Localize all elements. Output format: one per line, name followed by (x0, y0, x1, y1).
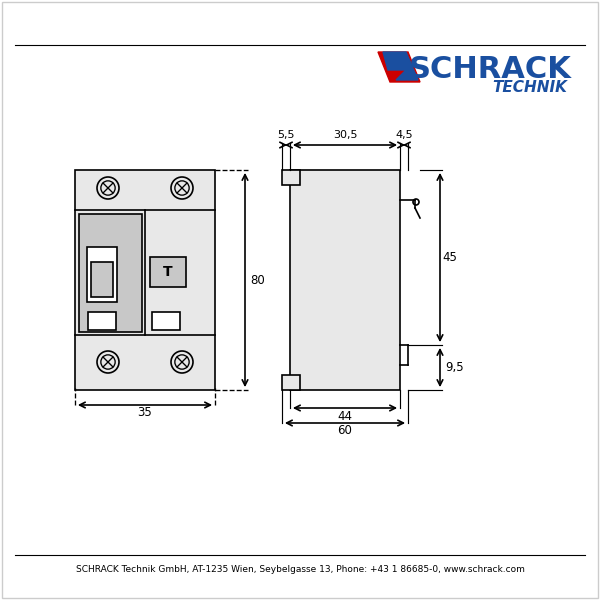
Text: SCHRACK: SCHRACK (409, 55, 571, 85)
Polygon shape (378, 52, 420, 82)
Text: 9,5: 9,5 (446, 361, 464, 374)
Text: SCHRACK Technik GmbH, AT-1235 Wien, Seybelgasse 13, Phone: +43 1 86685-0, www.sc: SCHRACK Technik GmbH, AT-1235 Wien, Seyb… (76, 565, 524, 575)
Text: 35: 35 (137, 406, 152, 419)
Bar (152, 312, 180, 330)
Bar (290, 170, 400, 390)
Text: 45: 45 (443, 251, 457, 264)
Text: 60: 60 (338, 425, 352, 437)
Text: 44: 44 (337, 409, 353, 422)
Bar (282, 170, 300, 185)
Text: 4,5: 4,5 (395, 130, 413, 140)
Bar (282, 375, 300, 390)
Text: 80: 80 (251, 274, 265, 286)
Text: T: T (163, 265, 173, 279)
Bar (87, 247, 117, 302)
Text: 30,5: 30,5 (333, 130, 357, 140)
Bar (79, 214, 142, 332)
Polygon shape (383, 52, 418, 80)
Bar (150, 257, 186, 287)
Text: 5,5: 5,5 (277, 130, 295, 140)
Text: TECHNIK: TECHNIK (493, 80, 568, 95)
Bar (91, 262, 113, 297)
Bar (88, 312, 116, 330)
Bar (75, 170, 215, 390)
